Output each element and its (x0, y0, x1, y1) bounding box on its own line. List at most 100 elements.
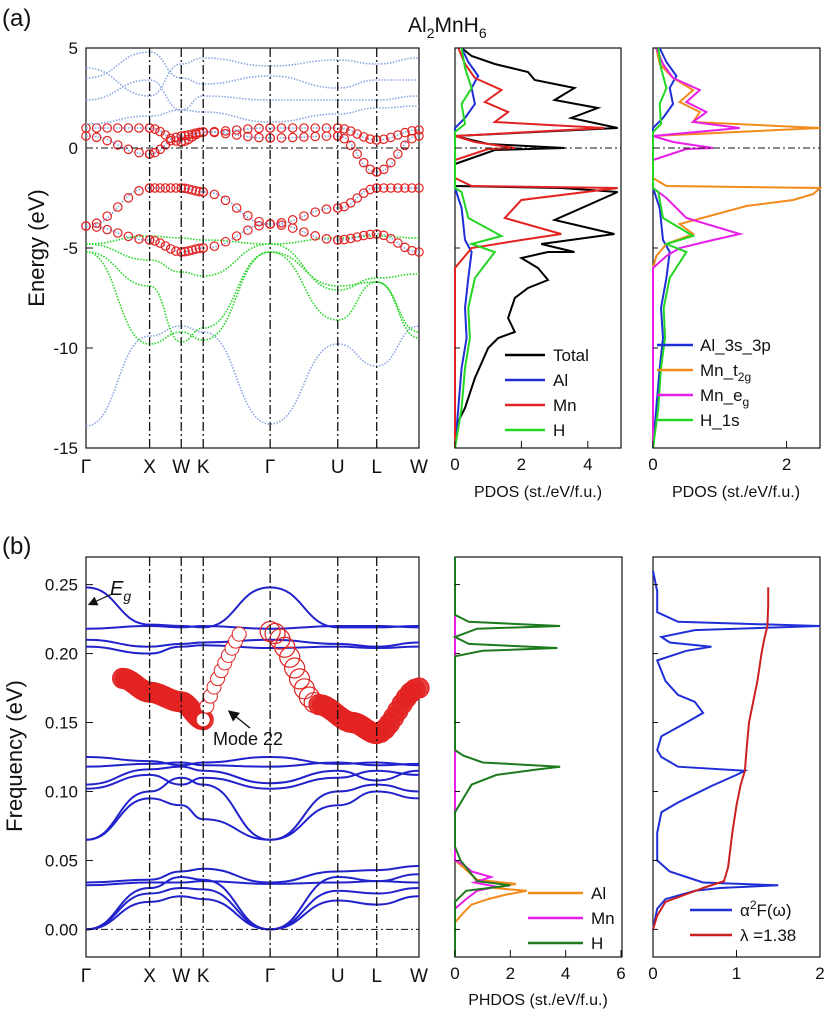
mn-weight-circle (299, 227, 309, 237)
mode22-arrow (227, 710, 251, 729)
mn-weight-circle (386, 233, 396, 244)
mn-weight-circle (339, 124, 350, 134)
mn-weight-circle (339, 234, 350, 245)
mn-weight-circle (220, 195, 231, 206)
a-pdos-1-legend-label: H (553, 421, 565, 440)
b-ytick-label: 0.00 (45, 920, 78, 939)
a-kpoint-label: X (143, 457, 156, 478)
mn-weight-circle (400, 127, 410, 138)
mn-weight-circle (276, 133, 287, 143)
mn-weight-circle (287, 132, 298, 143)
mn-weight-circle (254, 216, 264, 227)
panel-label-b: (b) (2, 533, 31, 560)
a-bands-frame (85, 47, 420, 449)
mn-weight-circle (123, 231, 134, 242)
b-ytick-label: 0.15 (45, 714, 78, 733)
mn-weight-circle (160, 183, 171, 193)
dos-series--2f--- (652, 570, 821, 930)
band-line (85, 187, 419, 227)
mn-weight-circle (183, 184, 194, 194)
mn-weight-circle (220, 126, 231, 136)
b-phonon-marks (85, 586, 430, 931)
dos-xtick-label: 2 (815, 964, 824, 983)
mn-weight-circle (191, 128, 201, 138)
band-line (85, 235, 420, 245)
mn-weight-circle (321, 131, 332, 141)
a-pdos-2-legend-label: Al_3s_3p (700, 336, 771, 355)
mn-weight-circle (287, 123, 298, 133)
mn-weight-circle (102, 211, 113, 221)
mn-weight-circle (358, 132, 369, 142)
mn-weight-circle (393, 238, 403, 248)
mn-weight-circle (276, 123, 287, 133)
mn-weight-circle (287, 215, 298, 225)
panel-label-a: (a) (2, 5, 31, 32)
b-kpoint-label: K (197, 966, 210, 987)
mode22-weight-circle (274, 636, 296, 658)
band-line (85, 131, 420, 173)
dos-xtick-label: 6 (616, 964, 625, 983)
mn-weight-circle (231, 203, 242, 213)
mn-weight-circle (407, 245, 417, 256)
mn-weight-circle (310, 231, 321, 241)
compound-sub2: 6 (479, 25, 487, 41)
b-kpoint-label: L (371, 966, 382, 987)
phonon-band-line (85, 880, 420, 887)
eg-letter: E (110, 578, 124, 600)
mn-weight-circle (352, 129, 363, 139)
mn-weight-circle (400, 140, 410, 151)
mn-weight-circle (243, 225, 253, 236)
a-ylabel: Energy (eV) (24, 189, 49, 306)
mn-weight-circle (414, 183, 424, 193)
mn-weight-circle (352, 193, 363, 203)
b-phdos-legend-label: Mn (591, 909, 615, 928)
mn-weight-circle (254, 123, 264, 134)
b-kpoint-label: Γ (81, 966, 91, 987)
mode22-open-circle (231, 626, 247, 642)
b-phdos-legend-label: H (591, 934, 603, 953)
mn-weight-circle (220, 236, 231, 247)
phonon-band-line (85, 765, 420, 786)
mn-weight-circle (358, 230, 369, 241)
mn-weight-circle (321, 234, 332, 244)
mn-weight-circle (155, 126, 165, 137)
a-pdos-2-xlabel: PDOS (st./eV/f.u.) (672, 484, 800, 501)
mn-weight-circle (183, 130, 194, 140)
a-ytick-label: -15 (53, 439, 78, 458)
b-phdos-axes: 0 2 4 6 (450, 584, 626, 983)
mn-weight-circle (91, 218, 102, 228)
legend-label-sub: g (743, 395, 750, 409)
mn-weight-circle (180, 246, 190, 257)
mn-weight-circle (358, 157, 369, 168)
mn-weight-circle (155, 238, 165, 248)
dos-series----1-38 (652, 587, 770, 930)
mn-weight-circle (123, 144, 134, 155)
mn-weight-circle (150, 236, 160, 246)
mn-weight-circle (386, 132, 396, 143)
mn-weight-circle (102, 224, 113, 235)
mn-weight-circle (393, 149, 403, 159)
b-ytick-label: 0.20 (45, 645, 78, 664)
mn-weight-circle (171, 132, 181, 143)
compound-prefix: Al (408, 14, 427, 37)
a-kpoint-label: L (371, 457, 382, 478)
b-kpoint-label: W (410, 966, 428, 987)
mn-weight-circle (407, 183, 417, 193)
mn-weight-circle (113, 202, 123, 212)
mn-weight-circle (345, 198, 356, 208)
dos-series-al (454, 47, 480, 449)
dos-series-al (454, 557, 528, 957)
b-kpoint-label: Γ (265, 966, 275, 987)
dos-xtick-label: 0 (648, 455, 657, 474)
a-kpoint-label: Γ (265, 457, 275, 478)
mn-weight-circle (414, 125, 424, 135)
phonon-band-line (85, 586, 420, 629)
mn-weight-circle (113, 123, 123, 133)
mn-weight-circle (187, 185, 198, 195)
a-bands-axes: 50-5-10-15Γ X W K Γ U L W (53, 39, 428, 478)
mn-weight-circle (310, 207, 321, 217)
b-phdos-legend-label: Al (591, 884, 606, 903)
dos-xtick-label: 2 (517, 455, 526, 474)
legend-sup: 2 (750, 898, 757, 912)
dos-xtick-label: 2 (782, 455, 791, 474)
